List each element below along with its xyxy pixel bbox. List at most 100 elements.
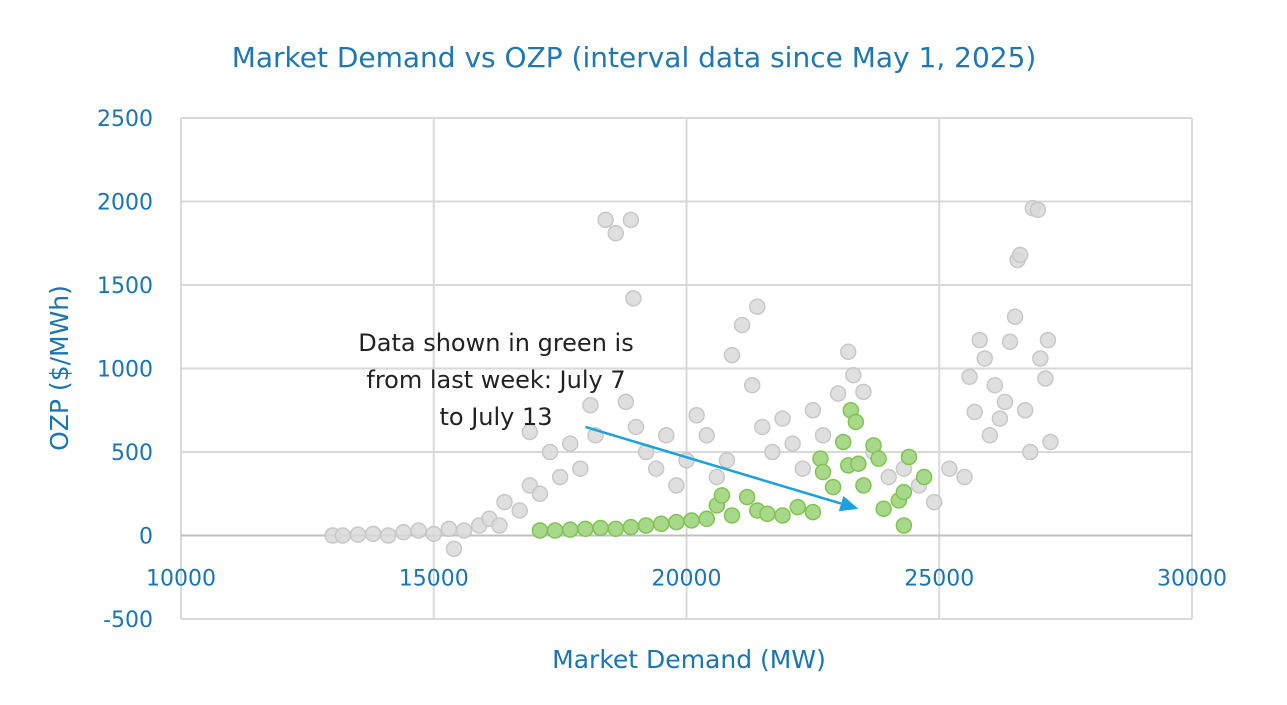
green-point (915, 468, 933, 486)
green-point (592, 519, 609, 537)
green-point (698, 510, 715, 528)
grey-point (647, 460, 665, 477)
annotation-arrow (585, 425, 859, 512)
green-point (577, 520, 594, 538)
green-point (738, 488, 756, 506)
grey-point (976, 350, 993, 367)
grey-point (733, 316, 751, 334)
grey-point (749, 298, 766, 315)
green-point (824, 478, 842, 496)
green-point (546, 522, 564, 539)
green-point (713, 487, 731, 504)
annotation-line-1: Data shown in green is (358, 329, 633, 357)
y-tick-label: 500 (111, 441, 153, 466)
y-axis-label: OZP ($/MWh) (45, 285, 74, 451)
green-point (855, 477, 872, 494)
y-tick-label: 1000 (97, 358, 153, 383)
x-tick-label: 10000 (146, 567, 216, 592)
grey-point (349, 526, 367, 543)
grey-point (1011, 246, 1029, 264)
grey-point (395, 523, 412, 541)
grey-point (718, 452, 736, 469)
green-point (723, 507, 741, 524)
y-tick-label: 2500 (97, 107, 153, 132)
grey-point (743, 376, 761, 394)
grey-point (597, 211, 614, 229)
grey-point (996, 393, 1014, 411)
grey-point (627, 418, 645, 436)
x-tick-label: 20000 (652, 567, 722, 592)
grey-point (1032, 350, 1049, 367)
series-grey-points (324, 199, 1059, 558)
green-point (847, 413, 865, 431)
grey-point (410, 522, 427, 539)
grey-point (364, 525, 382, 543)
grey-point (380, 527, 397, 544)
grey-point (804, 402, 822, 419)
grey-point (1006, 308, 1024, 325)
grey-point (425, 525, 442, 543)
grey-point (1021, 443, 1039, 461)
green-point (531, 522, 549, 539)
grey-point (445, 540, 463, 558)
grey-point (1042, 433, 1059, 451)
grey-point (551, 468, 569, 486)
grey-point (764, 443, 781, 461)
grey-point (794, 460, 812, 477)
grey-point (829, 385, 847, 402)
chart-title: Market Demand vs OZP (interval data sinc… (232, 41, 1037, 74)
arrow-shaft (585, 425, 842, 505)
grey-point (334, 527, 352, 544)
grey-point (723, 346, 741, 364)
green-point (607, 520, 624, 538)
grey-point (774, 410, 791, 427)
green-point (900, 448, 918, 466)
x-axis-tick-labels: 10000 15000 20000 25000 30000 (146, 567, 1227, 592)
grey-point (561, 435, 579, 452)
grid-lines (180, 117, 1193, 620)
grey-point (582, 396, 599, 414)
grey-point (754, 418, 771, 436)
green-point (895, 517, 913, 534)
green-point (875, 500, 892, 518)
grey-point (986, 376, 1004, 394)
green-point (834, 433, 852, 451)
x-tick-label: 30000 (1157, 567, 1227, 592)
grey-point (925, 493, 943, 511)
grey-point (956, 468, 973, 486)
grey-point (845, 366, 862, 384)
grey-point (814, 427, 832, 444)
grey-point (855, 383, 872, 401)
grey-point (658, 427, 675, 444)
grey-point (1037, 370, 1054, 387)
green-point (683, 512, 700, 529)
grey-point (698, 427, 715, 444)
grey-point (840, 343, 857, 361)
green-point (804, 503, 822, 521)
x-tick-label: 15000 (399, 567, 469, 592)
green-point (789, 498, 806, 516)
green-point (561, 521, 579, 538)
grey-point (541, 443, 559, 461)
y-axis-tick-labels: -500 0 500 1000 1500 2000 2500 (97, 107, 153, 633)
grey-point (966, 403, 983, 421)
grey-point (1029, 201, 1047, 219)
y-tick-label: 0 (139, 525, 153, 550)
arrow-head (838, 495, 859, 512)
series-green-points (531, 402, 933, 539)
grey-point (572, 460, 589, 477)
grey-point (455, 522, 473, 539)
green-point (652, 515, 670, 533)
grey-point (511, 502, 528, 519)
grey-point (688, 407, 705, 424)
grey-point (1001, 333, 1019, 351)
green-point (850, 455, 867, 472)
grey-point (961, 368, 978, 386)
green-point (637, 517, 655, 534)
green-point (759, 505, 776, 523)
grey-point (708, 468, 726, 486)
grey-point (607, 224, 624, 242)
grey-point (521, 423, 539, 441)
